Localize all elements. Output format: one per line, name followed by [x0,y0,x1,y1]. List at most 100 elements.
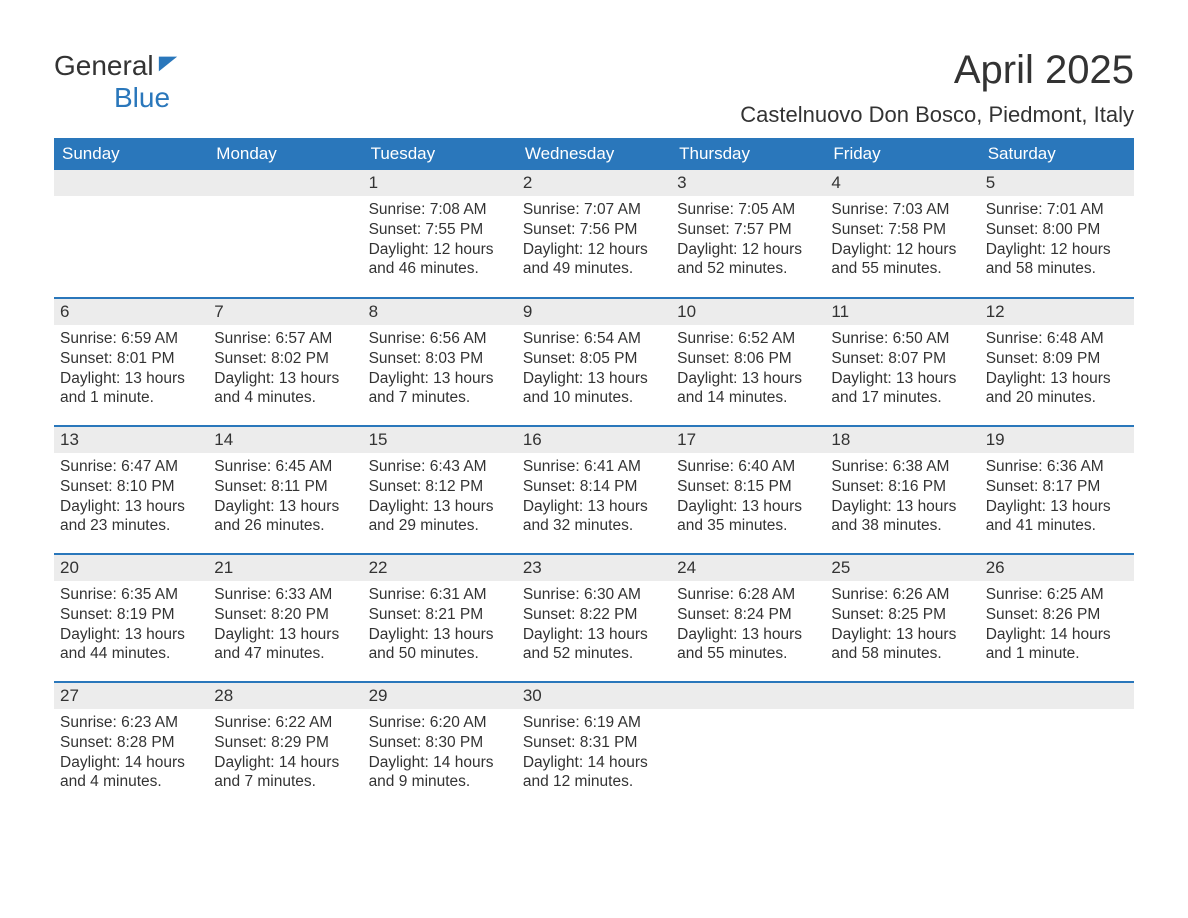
calendar-week: 1Sunrise: 7:08 AMSunset: 7:55 PMDaylight… [54,170,1134,298]
sunset-text: Sunset: 8:20 PM [214,605,356,625]
sunrise-text: Sunrise: 7:01 AM [986,200,1128,220]
calendar-cell: 21Sunrise: 6:33 AMSunset: 8:20 PMDayligh… [208,554,362,682]
sunrise-text: Sunrise: 6:31 AM [369,585,511,605]
sunrise-text: Sunrise: 6:56 AM [369,329,511,349]
day-number: 21 [208,555,362,581]
sunset-text: Sunset: 8:29 PM [214,733,356,753]
daylight-text: Daylight: 13 hours and 41 minutes. [986,497,1128,537]
day-number: 15 [363,427,517,453]
day-info: Sunrise: 7:01 AMSunset: 8:00 PMDaylight:… [980,196,1134,285]
daylight-text: Daylight: 13 hours and 23 minutes. [60,497,202,537]
sunrise-text: Sunrise: 7:03 AM [831,200,973,220]
calendar-cell: 5Sunrise: 7:01 AMSunset: 8:00 PMDaylight… [980,170,1134,298]
day-number: 16 [517,427,671,453]
day-number: 5 [980,170,1134,196]
calendar-cell: 9Sunrise: 6:54 AMSunset: 8:05 PMDaylight… [517,298,671,426]
header-row: Sunday Monday Tuesday Wednesday Thursday… [54,138,1134,170]
day-number [671,683,825,709]
daylight-text: Daylight: 13 hours and 7 minutes. [369,369,511,409]
logo: General Blue [54,50,179,114]
sunset-text: Sunset: 8:28 PM [60,733,202,753]
day-info: Sunrise: 6:38 AMSunset: 8:16 PMDaylight:… [825,453,979,542]
daylight-text: Daylight: 13 hours and 20 minutes. [986,369,1128,409]
calendar-cell: 29Sunrise: 6:20 AMSunset: 8:30 PMDayligh… [363,682,517,810]
day-number [980,683,1134,709]
day-info: Sunrise: 6:33 AMSunset: 8:20 PMDaylight:… [208,581,362,670]
daylight-text: Daylight: 12 hours and 55 minutes. [831,240,973,280]
daylight-text: Daylight: 13 hours and 55 minutes. [677,625,819,665]
calendar-cell: 1Sunrise: 7:08 AMSunset: 7:55 PMDaylight… [363,170,517,298]
sunset-text: Sunset: 8:12 PM [369,477,511,497]
calendar-cell [825,682,979,810]
day-number: 26 [980,555,1134,581]
calendar-cell: 23Sunrise: 6:30 AMSunset: 8:22 PMDayligh… [517,554,671,682]
sunset-text: Sunset: 8:07 PM [831,349,973,369]
calendar-cell: 30Sunrise: 6:19 AMSunset: 8:31 PMDayligh… [517,682,671,810]
calendar-cell: 10Sunrise: 6:52 AMSunset: 8:06 PMDayligh… [671,298,825,426]
day-number: 18 [825,427,979,453]
col-monday: Monday [208,138,362,170]
day-number: 19 [980,427,1134,453]
day-info: Sunrise: 6:26 AMSunset: 8:25 PMDaylight:… [825,581,979,670]
sunrise-text: Sunrise: 6:40 AM [677,457,819,477]
logo-line1: General [54,50,154,81]
day-info: Sunrise: 7:03 AMSunset: 7:58 PMDaylight:… [825,196,979,285]
day-number: 23 [517,555,671,581]
sunrise-text: Sunrise: 7:07 AM [523,200,665,220]
day-info [980,709,1134,719]
sunset-text: Sunset: 8:21 PM [369,605,511,625]
day-info: Sunrise: 6:54 AMSunset: 8:05 PMDaylight:… [517,325,671,414]
day-info: Sunrise: 6:35 AMSunset: 8:19 PMDaylight:… [54,581,208,670]
calendar-cell: 25Sunrise: 6:26 AMSunset: 8:25 PMDayligh… [825,554,979,682]
daylight-text: Daylight: 13 hours and 1 minute. [60,369,202,409]
sunset-text: Sunset: 8:22 PM [523,605,665,625]
calendar-cell [671,682,825,810]
sunset-text: Sunset: 8:26 PM [986,605,1128,625]
day-info: Sunrise: 6:19 AMSunset: 8:31 PMDaylight:… [517,709,671,798]
col-saturday: Saturday [980,138,1134,170]
sunset-text: Sunset: 7:57 PM [677,220,819,240]
day-info: Sunrise: 6:28 AMSunset: 8:24 PMDaylight:… [671,581,825,670]
col-sunday: Sunday [54,138,208,170]
day-number: 24 [671,555,825,581]
sunrise-text: Sunrise: 6:41 AM [523,457,665,477]
day-number: 9 [517,299,671,325]
calendar-cell: 11Sunrise: 6:50 AMSunset: 8:07 PMDayligh… [825,298,979,426]
sunrise-text: Sunrise: 7:05 AM [677,200,819,220]
sunrise-text: Sunrise: 6:59 AM [60,329,202,349]
daylight-text: Daylight: 13 hours and 32 minutes. [523,497,665,537]
calendar-cell: 16Sunrise: 6:41 AMSunset: 8:14 PMDayligh… [517,426,671,554]
logo-line2: Blue [114,82,170,113]
calendar-cell: 13Sunrise: 6:47 AMSunset: 8:10 PMDayligh… [54,426,208,554]
day-info: Sunrise: 7:08 AMSunset: 7:55 PMDaylight:… [363,196,517,285]
daylight-text: Daylight: 12 hours and 52 minutes. [677,240,819,280]
calendar-week: 20Sunrise: 6:35 AMSunset: 8:19 PMDayligh… [54,554,1134,682]
calendar-week: 13Sunrise: 6:47 AMSunset: 8:10 PMDayligh… [54,426,1134,554]
day-number: 27 [54,683,208,709]
calendar-cell: 15Sunrise: 6:43 AMSunset: 8:12 PMDayligh… [363,426,517,554]
sunrise-text: Sunrise: 6:33 AM [214,585,356,605]
sunset-text: Sunset: 7:55 PM [369,220,511,240]
day-number: 22 [363,555,517,581]
daylight-text: Daylight: 14 hours and 1 minute. [986,625,1128,665]
calendar-cell: 7Sunrise: 6:57 AMSunset: 8:02 PMDaylight… [208,298,362,426]
sunset-text: Sunset: 7:58 PM [831,220,973,240]
daylight-text: Daylight: 14 hours and 4 minutes. [60,753,202,793]
day-info: Sunrise: 6:45 AMSunset: 8:11 PMDaylight:… [208,453,362,542]
header: General Blue April 2025 Castelnuovo Don … [54,50,1134,138]
sunset-text: Sunset: 8:25 PM [831,605,973,625]
sunset-text: Sunset: 8:03 PM [369,349,511,369]
sunset-text: Sunset: 8:01 PM [60,349,202,369]
day-number: 29 [363,683,517,709]
logo-text: General Blue [54,50,179,114]
calendar-cell: 17Sunrise: 6:40 AMSunset: 8:15 PMDayligh… [671,426,825,554]
sunrise-text: Sunrise: 6:35 AM [60,585,202,605]
day-info [208,196,362,206]
day-info: Sunrise: 6:43 AMSunset: 8:12 PMDaylight:… [363,453,517,542]
day-info: Sunrise: 6:41 AMSunset: 8:14 PMDaylight:… [517,453,671,542]
sunset-text: Sunset: 8:06 PM [677,349,819,369]
sunrise-text: Sunrise: 6:23 AM [60,713,202,733]
col-thursday: Thursday [671,138,825,170]
calendar-cell: 2Sunrise: 7:07 AMSunset: 7:56 PMDaylight… [517,170,671,298]
calendar-cell: 27 Sunrise: 6:23 AMSunset: 8:28 PMDayligh… [54,682,208,810]
